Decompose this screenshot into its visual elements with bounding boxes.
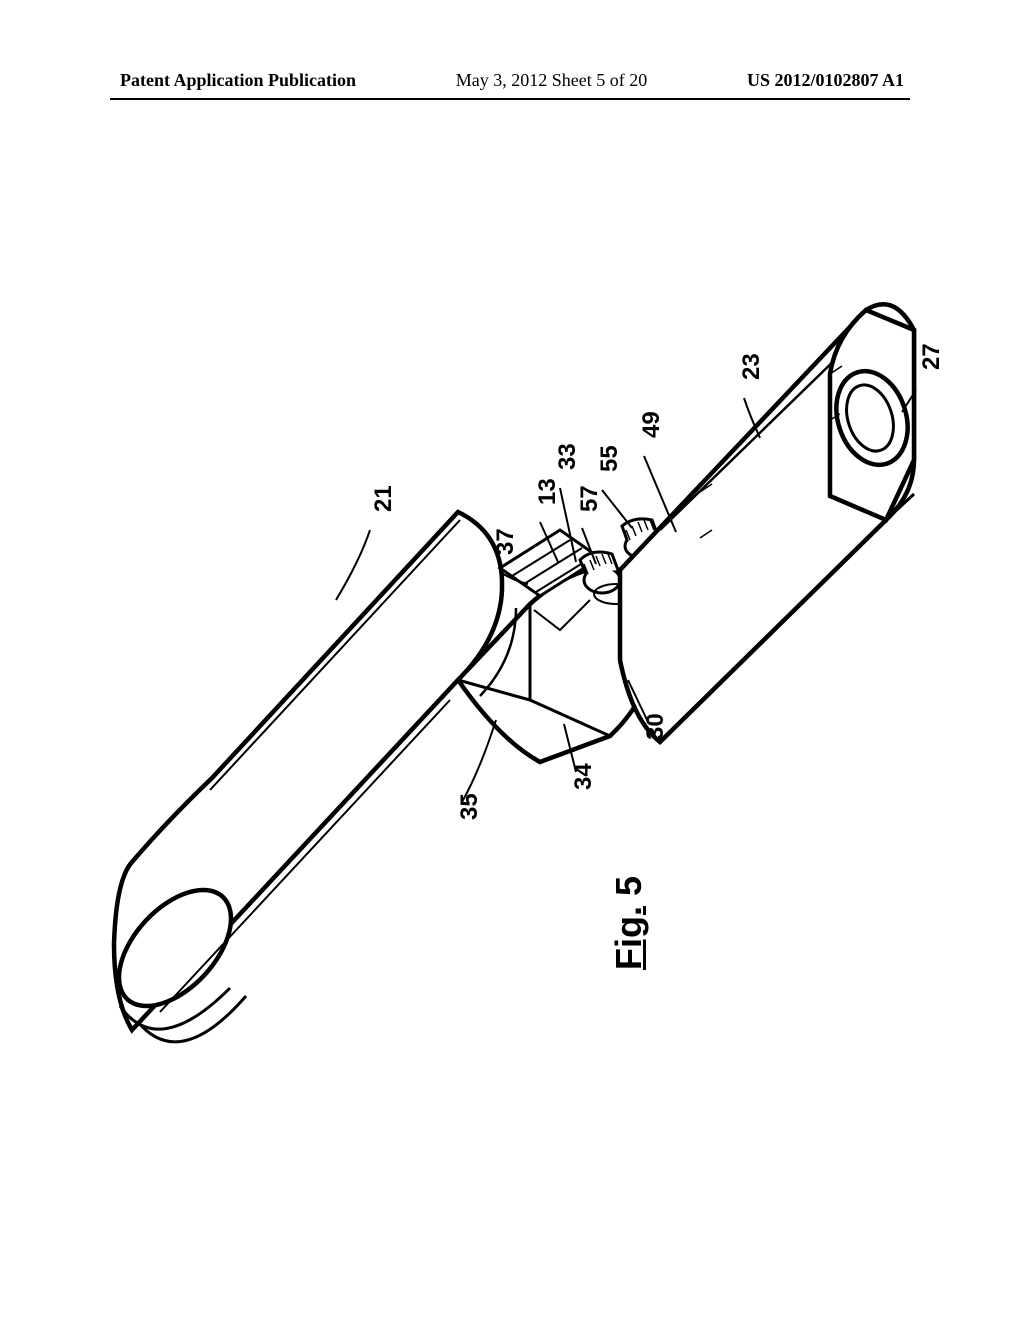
patent-figure: 21 37 13 33 57 55 49 23 27 35 34 30 Fig.… — [60, 160, 940, 1220]
ref-27: 27 — [918, 343, 946, 370]
ref-55: 55 — [596, 445, 624, 472]
ref-30: 30 — [642, 713, 670, 740]
header-date-sheet: May 3, 2012 Sheet 5 of 20 — [456, 70, 647, 91]
figure-drawing — [60, 160, 940, 1220]
ref-35: 35 — [456, 793, 484, 820]
figure-label-number: 5 — [608, 876, 649, 896]
ref-21: 21 — [370, 485, 398, 512]
ref-34: 34 — [570, 763, 598, 790]
header-patent-number: US 2012/0102807 A1 — [747, 70, 904, 91]
figure-label: Fig. 5 — [608, 876, 650, 970]
figure-label-prefix: Fig. — [608, 906, 649, 970]
ref-57: 57 — [576, 485, 604, 512]
ref-37: 37 — [492, 528, 520, 555]
ref-13: 13 — [534, 478, 562, 505]
ref-33: 33 — [554, 443, 582, 470]
ref-49: 49 — [638, 411, 666, 438]
ref-23: 23 — [738, 353, 766, 380]
header-publication: Patent Application Publication — [120, 70, 356, 91]
header-divider — [110, 98, 910, 100]
